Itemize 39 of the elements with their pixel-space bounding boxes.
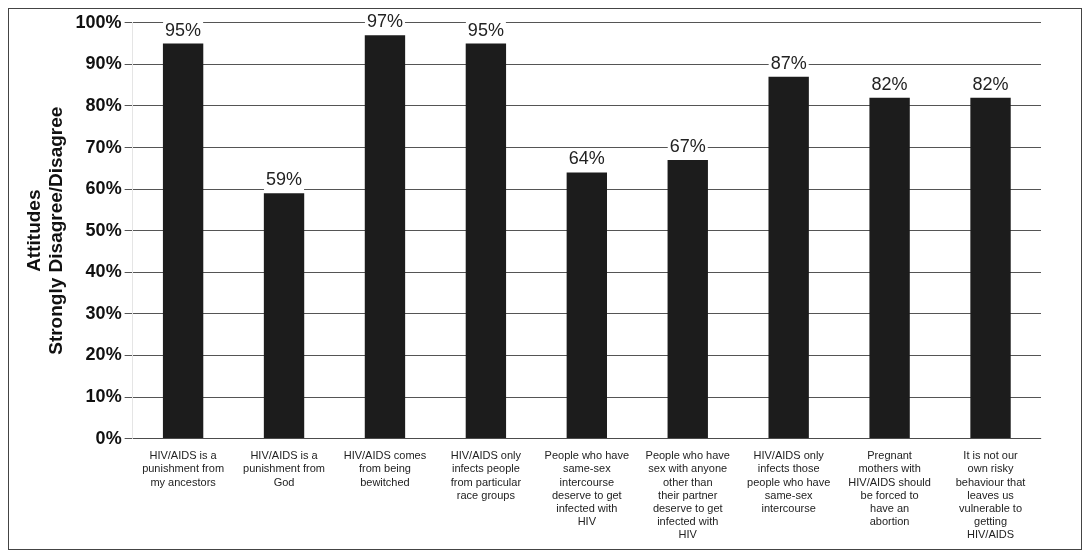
bar (566, 172, 607, 439)
bar (667, 160, 708, 439)
y-axis-title: Attitudes Strongly Disagree/Disagree (22, 106, 67, 355)
data-label: 87% (770, 52, 807, 73)
data-label: 64% (568, 148, 605, 169)
bar (869, 97, 910, 439)
data-label: 97% (366, 11, 403, 32)
data-label: 82% (972, 73, 1009, 94)
y-tick-label: 90% (85, 53, 122, 74)
y-tick-label: 50% (85, 219, 122, 240)
bar (364, 35, 406, 439)
data-label: 59% (266, 169, 303, 190)
y-tick-label: 0% (95, 427, 122, 448)
x-tick-label: It is not our own risky behaviour that leaves us vulnerable to getting HIV/AIDS (955, 449, 1026, 541)
x-tick-label: Pregnant mothers with HIV/AIDS should be forced to have an abortion (848, 449, 931, 528)
x-tick-label: HIV/AIDS only infects people from particular race groups (450, 449, 522, 501)
y-tick-label: 10% (85, 385, 122, 406)
bar (970, 97, 1011, 439)
y-tick-label: 30% (85, 302, 122, 323)
x-tick-label: People who have sex with anyone other than their partner deserve to get infected with HIV (645, 449, 730, 541)
x-tick-label: HIV/AIDS comes from being bewitched (343, 449, 427, 488)
x-tick-label: People who have same-sex intercourse deserve to get infected with HIV (544, 449, 630, 528)
y-tick-label: 40% (85, 261, 122, 282)
bar (768, 76, 809, 439)
bar (162, 43, 204, 439)
data-label: 95% (165, 19, 202, 40)
bar (465, 43, 507, 439)
data-label: 67% (669, 135, 706, 156)
data-label: 95% (467, 19, 504, 40)
x-tick-label: HIV/AIDS is a punishment from God (243, 449, 325, 488)
y-tick-label: 20% (85, 344, 122, 365)
y-tick-label: 100% (75, 11, 122, 32)
y-tick-label: 70% (85, 136, 122, 157)
bar (263, 193, 305, 439)
data-label: 82% (871, 73, 908, 94)
y-tick-label: 60% (85, 178, 122, 199)
y-tick-label: 80% (85, 94, 122, 115)
x-tick-label: HIV/AIDS is a punishment from my ancestors (142, 449, 225, 488)
x-tick-label: HIV/AIDS only infects those people who have same-sex intercourse (747, 449, 831, 515)
